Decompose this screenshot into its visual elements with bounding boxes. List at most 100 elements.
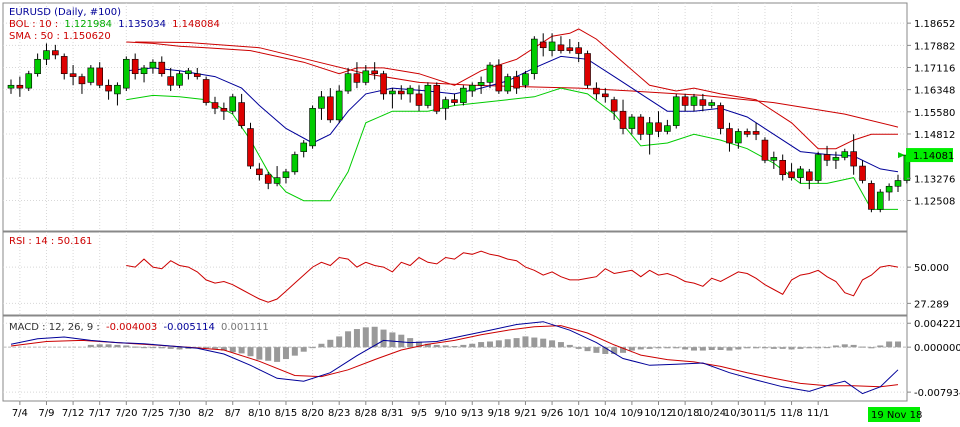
macd-legend: MACD : 12, 26, 9 : -0.004003 -0.005114 0…	[9, 322, 269, 333]
last-price-tag-label: 1.14081	[913, 151, 954, 162]
rsi-line	[126, 250, 899, 303]
macd-histogram-bar	[212, 347, 219, 349]
price-legend-bol: BOL : 10 : 1.121984 1.135034 1.148084	[9, 19, 220, 30]
candle-body	[247, 128, 254, 167]
macd-histogram-bar	[424, 343, 431, 348]
macd-histogram-bar	[557, 342, 564, 348]
macd-histogram-bar	[744, 347, 751, 349]
macd-histogram-bar	[149, 347, 156, 349]
macd-histogram-bar	[575, 347, 582, 349]
sma-legend: SMA : 50 : 1.150620	[9, 31, 111, 42]
y-tick-label: 50.000	[914, 263, 949, 274]
macd-histogram-bar	[176, 347, 183, 350]
current-date-tag-label: 19 Nov 18	[871, 410, 922, 421]
candle-body	[238, 102, 245, 126]
macd-histogram-bar	[735, 347, 742, 350]
macd-histogram-bar	[380, 329, 387, 348]
macd-histogram-bar	[797, 347, 804, 349]
macd-histogram-bar	[398, 334, 405, 348]
candle-body	[185, 70, 192, 75]
candle-body	[646, 122, 653, 135]
macd-histogram-bar	[123, 345, 130, 348]
macd-histogram-bar	[336, 336, 343, 348]
macd-histogram-bar	[478, 342, 485, 348]
macd-line	[10, 321, 899, 395]
candle-body	[708, 102, 716, 106]
x-tick-label: 7/9	[38, 408, 54, 419]
macd-histogram-bar	[309, 347, 316, 349]
candle-body	[7, 84, 15, 89]
candle-body	[442, 99, 449, 109]
macd-histogram-bar	[291, 347, 298, 356]
macd-histogram-bar	[611, 347, 618, 354]
candle-body	[770, 157, 778, 161]
macd-histogram-bar	[433, 344, 440, 348]
candle-body	[327, 96, 334, 121]
candle-body	[406, 87, 414, 95]
macd-histogram-bar	[859, 346, 866, 348]
candle-body	[176, 73, 183, 86]
candle-body	[548, 41, 556, 51]
macd-histogram-bar	[96, 344, 103, 348]
candle-body	[300, 142, 308, 152]
x-tick-label: 7/17	[88, 408, 110, 419]
x-tick-label: 11/1	[807, 408, 829, 419]
candle-body	[256, 168, 263, 176]
candle-body	[397, 90, 405, 95]
candle-body	[805, 171, 813, 181]
macd-histogram-bar	[655, 347, 662, 349]
candle-body	[619, 110, 627, 129]
x-tick-label: 11/5	[754, 408, 776, 419]
x-tick-label: 8/20	[301, 408, 323, 419]
candle-body	[610, 99, 618, 112]
candle-body	[318, 96, 325, 109]
macd-histogram-bar	[584, 347, 591, 352]
macd-histogram-bar	[132, 346, 139, 348]
x-tick-label: 7/25	[142, 408, 164, 419]
macd-histogram-bar	[593, 347, 600, 353]
x-tick-label: 8/28	[355, 408, 377, 419]
candle-body	[788, 171, 795, 178]
macd-histogram-bar	[247, 347, 254, 357]
macd-histogram-bar	[265, 347, 272, 361]
macd-histogram-bar	[238, 347, 245, 354]
macd-histogram-bar	[282, 347, 289, 360]
x-tick-label: 9/5	[411, 408, 427, 419]
macd-histogram-bar	[868, 347, 875, 349]
candle-body	[335, 90, 343, 121]
candle-body	[460, 87, 467, 103]
candle-body	[433, 84, 441, 112]
candle-body	[193, 73, 201, 77]
x-tick-label: 8/15	[275, 408, 297, 419]
candle-body	[123, 58, 130, 89]
macd-histogram-bar	[761, 347, 768, 349]
macd-histogram-bar	[513, 338, 520, 348]
candle-body	[504, 76, 512, 92]
x-tick-label: 9/10	[434, 408, 456, 419]
x-tick-label: 9/13	[461, 408, 483, 419]
x-tick-label: 9/26	[541, 408, 563, 419]
candle-body	[415, 93, 423, 106]
candle-body	[841, 151, 849, 158]
macd-histogram-bar	[708, 347, 715, 350]
candle-body	[859, 165, 866, 181]
bol-legend-lower: 1.121984	[64, 19, 112, 30]
x-tick-label: 8/23	[328, 408, 350, 419]
x-tick-label: 8/7	[225, 408, 241, 419]
candle-body	[424, 84, 432, 106]
bol-legend-upper: 1.148084	[172, 19, 220, 30]
candle-body	[699, 99, 707, 106]
rsi-panel	[126, 250, 899, 303]
macd-histogram-bar	[486, 341, 493, 348]
x-tick-label: 10/1	[567, 408, 589, 419]
macd-histogram-bar	[300, 347, 307, 352]
candle-body	[380, 73, 387, 95]
y-tick-label: 1.14812	[914, 130, 955, 141]
candle-body	[823, 154, 831, 161]
macd-histogram-bar	[815, 347, 822, 349]
x-tick-label: 8/10	[248, 408, 270, 419]
candle-body	[309, 108, 316, 147]
candle-body	[850, 151, 857, 167]
macd-histogram-bar	[495, 340, 502, 348]
macd-histogram-bar	[646, 347, 653, 349]
